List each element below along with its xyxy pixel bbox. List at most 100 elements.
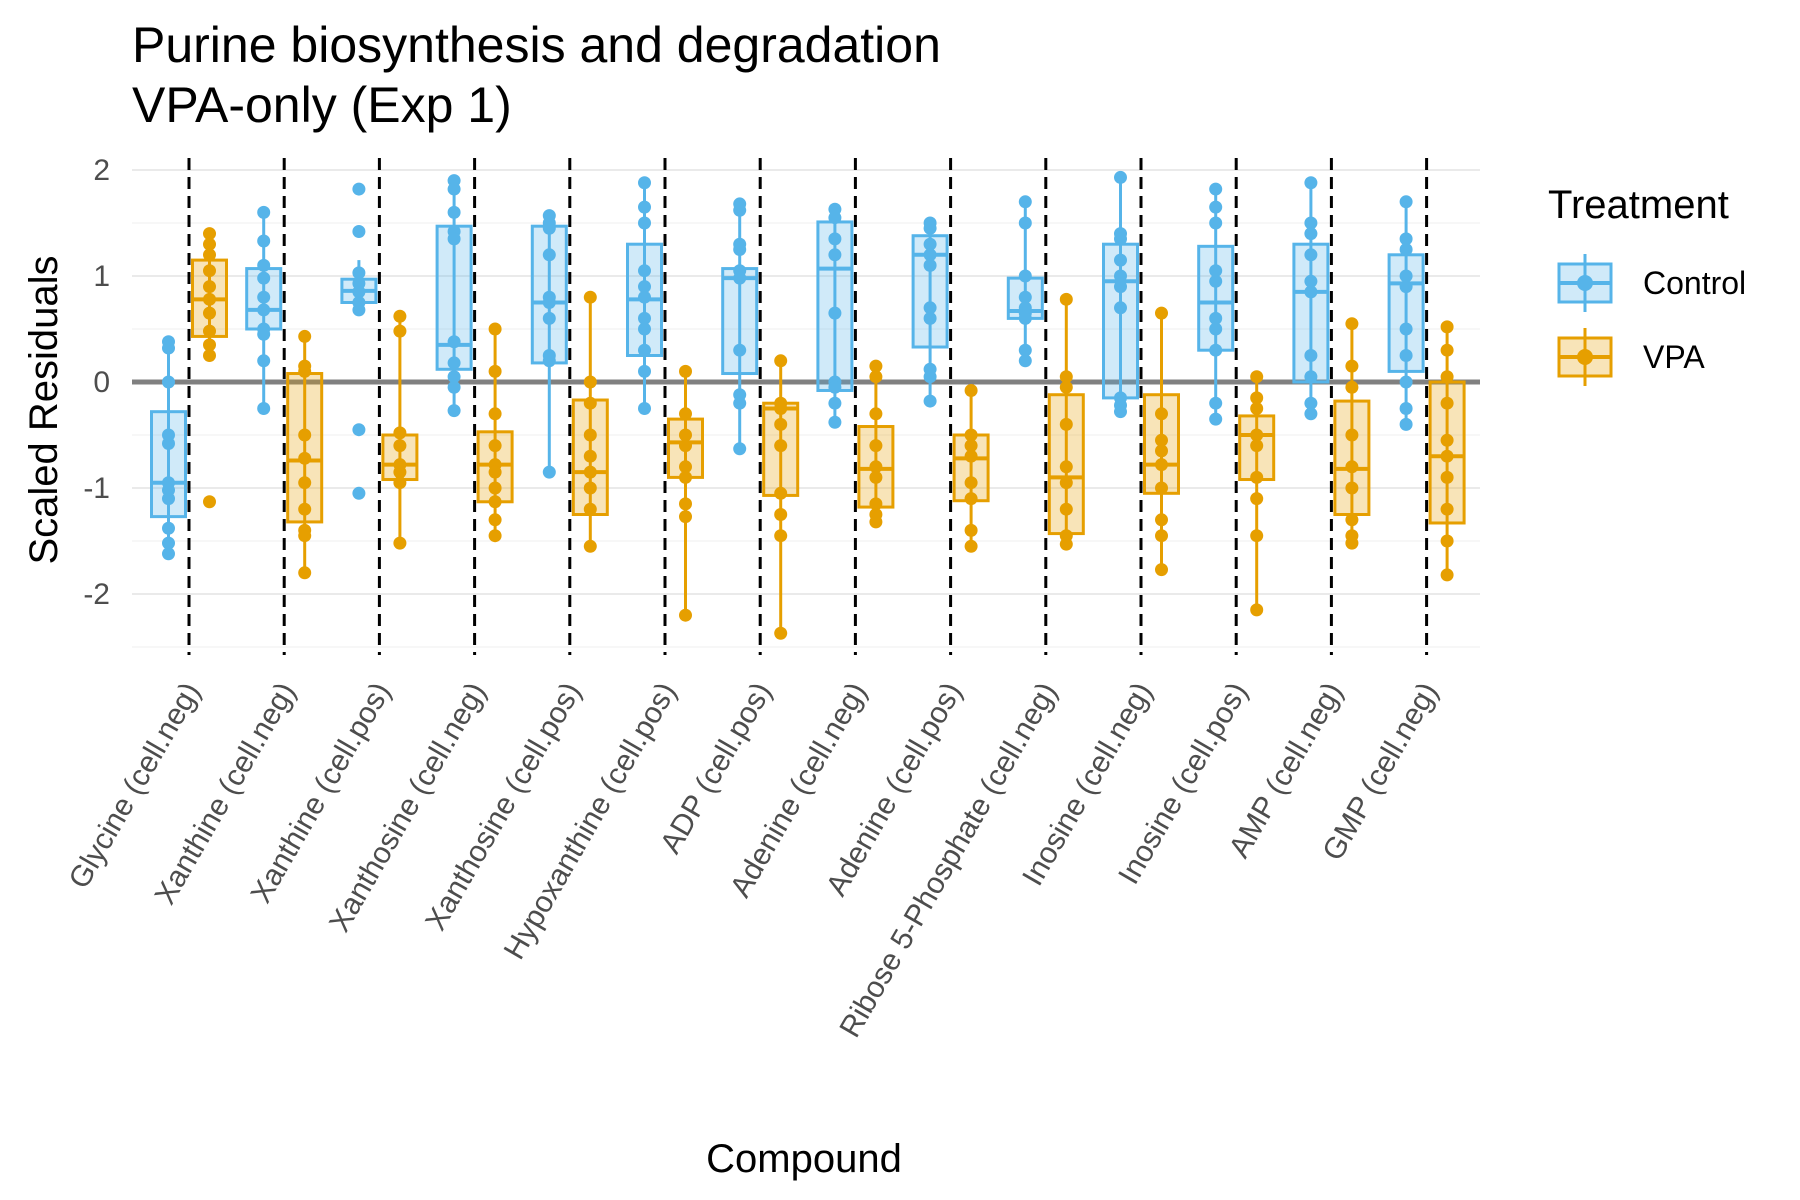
data-point xyxy=(162,436,175,450)
legend-items: Control VPA xyxy=(1557,254,1746,386)
x-axis-ticks: Glycine (cell.neg)Xanthine (cell.neg)Xan… xyxy=(63,677,1445,1043)
data-point xyxy=(774,417,788,431)
box-group-vpa xyxy=(762,354,800,640)
data-point xyxy=(393,465,407,479)
box-group-control xyxy=(911,216,949,408)
data-point xyxy=(964,492,978,506)
box-group-vpa xyxy=(1047,292,1085,551)
data-point xyxy=(1018,354,1032,368)
data-point xyxy=(1304,216,1318,230)
data-point xyxy=(679,460,692,474)
legend-title: Treatment xyxy=(1548,183,1729,227)
x-axis-title: Compound xyxy=(706,1137,902,1181)
data-point xyxy=(964,439,978,453)
data-point xyxy=(257,354,271,368)
box-group-vpa xyxy=(476,322,514,543)
data-point xyxy=(638,343,651,357)
data-point xyxy=(162,341,175,355)
data-point xyxy=(1440,470,1454,484)
data-point xyxy=(1399,375,1413,389)
y-tick-label: 1 xyxy=(93,260,110,293)
data-point xyxy=(1209,200,1223,214)
data-point xyxy=(162,521,175,535)
y-tick-label: -1 xyxy=(83,472,110,505)
data-point xyxy=(583,465,597,479)
y-tick-label: 2 xyxy=(93,154,110,187)
data-point xyxy=(1250,402,1264,415)
data-point xyxy=(583,290,597,304)
data-point xyxy=(1155,407,1168,421)
data-point xyxy=(774,626,788,640)
data-point xyxy=(447,182,461,196)
box-group-control xyxy=(1197,182,1235,426)
legend-item-control: Control xyxy=(1557,254,1746,312)
legend: Treatment Control VPA xyxy=(1548,183,1746,386)
data-point xyxy=(1059,370,1073,384)
data-point xyxy=(638,280,651,294)
data-point xyxy=(1345,536,1359,550)
data-point xyxy=(352,423,366,437)
data-point xyxy=(393,536,407,550)
data-point xyxy=(203,292,216,306)
data-point xyxy=(447,370,461,384)
data-point xyxy=(257,327,271,341)
data-point xyxy=(774,402,788,415)
data-point xyxy=(1304,407,1318,421)
data-point xyxy=(488,407,502,421)
box-group-control xyxy=(816,202,854,429)
data-point xyxy=(203,237,216,251)
data-point xyxy=(1250,370,1264,384)
data-point xyxy=(447,335,461,349)
data-point xyxy=(1399,232,1413,246)
data-point xyxy=(733,243,747,256)
box-group-control xyxy=(530,209,568,479)
data-point xyxy=(1440,449,1454,463)
data-point xyxy=(447,380,461,394)
data-point xyxy=(1059,502,1073,516)
data-point xyxy=(1155,481,1168,495)
box-group-control xyxy=(721,197,759,456)
data-point xyxy=(869,439,883,453)
data-point xyxy=(488,439,502,453)
data-point xyxy=(1399,417,1413,431)
data-point xyxy=(1304,176,1318,190)
data-point xyxy=(923,248,937,262)
box-group-control xyxy=(340,182,378,500)
data-point xyxy=(488,465,502,479)
data-point xyxy=(679,497,692,511)
data-point xyxy=(1250,603,1264,617)
data-point xyxy=(203,227,216,241)
data-point xyxy=(203,324,216,338)
data-point xyxy=(1155,513,1168,527)
data-point xyxy=(1440,534,1454,548)
data-point xyxy=(1304,285,1318,299)
data-point xyxy=(542,465,556,479)
data-point xyxy=(1345,460,1359,474)
data-point xyxy=(257,303,271,317)
legend-label: VPA xyxy=(1643,339,1705,375)
data-point xyxy=(298,529,312,543)
data-point xyxy=(679,439,692,453)
data-point xyxy=(733,442,747,456)
data-point xyxy=(1440,502,1454,516)
data-point xyxy=(733,343,747,357)
data-point xyxy=(638,402,651,415)
data-point xyxy=(298,502,312,516)
data-point xyxy=(1440,370,1454,384)
data-point xyxy=(1018,269,1032,283)
data-point xyxy=(828,232,842,246)
data-point xyxy=(1209,311,1223,325)
data-point xyxy=(1018,216,1032,230)
data-point xyxy=(488,495,502,509)
box-group-vpa xyxy=(1428,320,1466,582)
data-point xyxy=(1250,428,1264,442)
data-point xyxy=(257,205,271,219)
data-point xyxy=(257,402,271,415)
data-point xyxy=(1155,444,1168,458)
data-point xyxy=(1114,301,1127,315)
data-point xyxy=(1304,396,1318,410)
data-point xyxy=(638,264,651,278)
data-point xyxy=(1018,343,1032,357)
